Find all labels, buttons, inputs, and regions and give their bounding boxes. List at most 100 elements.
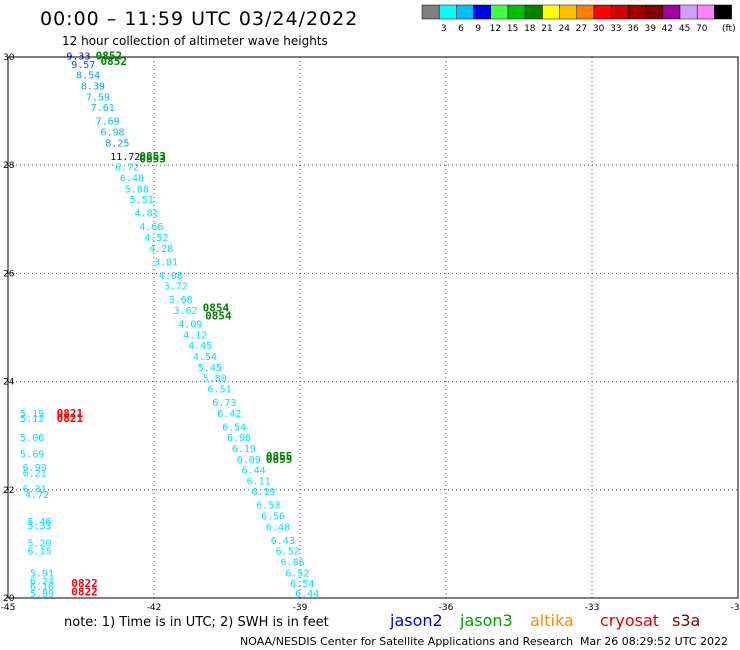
wave-height-value: 8.54 xyxy=(76,71,100,82)
timestamp-text: Mar 26 08:29:52 UTC 2022 xyxy=(580,635,728,648)
pass-time-label: 0855 xyxy=(266,453,293,466)
legend-swatch xyxy=(696,4,715,20)
legend-swatch xyxy=(559,4,578,20)
y-tick-label: 30 xyxy=(3,53,15,63)
wave-height-value: 3.68 xyxy=(169,295,193,306)
pass-time-label: 0854 xyxy=(203,301,230,314)
wave-height-value: 3.81 xyxy=(154,257,178,268)
satellite-name: jason2 xyxy=(389,611,443,630)
wave-height-value: 6.99 xyxy=(23,463,47,474)
wave-height-value: 6.21 xyxy=(23,468,47,479)
legend-swatch xyxy=(662,4,681,20)
legend-tick-label: 33 xyxy=(610,24,621,34)
satellite-name: cryosat xyxy=(600,611,659,630)
pass-time-label: 0853 xyxy=(139,152,166,165)
wave-height-value: 3.72 xyxy=(164,282,188,293)
wave-height-value: 6.73 xyxy=(212,398,236,409)
legend-swatch xyxy=(628,4,646,20)
wave-height-value: 6.98 xyxy=(227,433,251,444)
wave-height-value: 6.44 xyxy=(295,589,319,600)
satellite-name: s3a xyxy=(672,611,700,630)
y-tick-label: 22 xyxy=(3,486,14,496)
legend-swatch xyxy=(679,4,698,20)
color-legend: 3 6 9 12 15 18 21 24 27 30 33 36 39 42 45 70 (ft) xyxy=(421,4,736,34)
wave-height-value: 4.08 xyxy=(159,271,183,282)
wave-height-value: 6.15 xyxy=(27,547,51,558)
wave-height-value: 4.54 xyxy=(193,352,217,363)
wave-height-value: 6.52 xyxy=(276,547,300,558)
wave-height-value: 4.52 xyxy=(144,233,168,244)
credit-text: NOAA/NESDIS Center for Satellite Applica… xyxy=(240,635,573,648)
wave-height-value: 6.86 xyxy=(281,558,305,569)
pass-time-label: 0855 xyxy=(266,450,293,463)
axis-ticks: -45 -42 -39 -36 -33 -30 20 22 24 26 28 30 xyxy=(1,53,740,613)
pass-time-label: 0853 xyxy=(139,150,166,163)
wave-height-value: 5.69 xyxy=(20,449,44,460)
legend-tick-label: 27 xyxy=(576,24,587,34)
wave-height-value: 7.61 xyxy=(91,103,115,114)
legend-tick-label: 21 xyxy=(541,24,552,34)
legend-swatch xyxy=(524,4,543,20)
wave-height-value: 4.28 xyxy=(149,244,173,255)
legend-swatch xyxy=(421,4,440,20)
wave-height-value: 6.72 xyxy=(115,163,139,174)
wave-height-value: 6.43 xyxy=(271,536,295,547)
legend-swatch xyxy=(593,4,612,20)
legend-swatch xyxy=(473,4,492,20)
legend-swatch xyxy=(507,4,526,20)
wave-height-value: 6.56 xyxy=(261,512,285,523)
wave-height-value: 5.51 xyxy=(130,195,154,206)
wave-height-value: 9.33 xyxy=(66,52,90,63)
wave-height-value: 5.33 xyxy=(27,521,51,532)
legend-tick-label: 42 xyxy=(662,24,673,34)
wave-height-value: 6.98 xyxy=(100,127,124,138)
data-marks: 9.339.578.548.397.597.617.696.988.2511.7… xyxy=(20,50,319,600)
wave-height-value: 4.45 xyxy=(188,341,212,352)
x-tick-label: -36 xyxy=(439,603,454,613)
legend-tick-label: 39 xyxy=(644,24,656,34)
wave-height-value: 6.53 xyxy=(256,501,280,512)
wave-height-value: 6.51 xyxy=(208,384,232,395)
wave-height-value: 5.88 xyxy=(125,184,149,195)
legend-swatch xyxy=(645,4,664,20)
wave-height-value: 6.52 xyxy=(285,568,309,579)
chart-subtitle: 12 hour collection of altimeter wave hei… xyxy=(62,34,328,48)
legend-tick-label: 9 xyxy=(475,24,481,34)
legend-tick-label: 36 xyxy=(627,24,639,34)
wave-height-value: 5.91 xyxy=(30,568,54,579)
wave-height-value: 5.20 xyxy=(27,539,51,550)
wave-height-value: 6.48 xyxy=(120,173,144,184)
wave-height-value: 3.62 xyxy=(173,306,197,317)
wave-height-value: 7.69 xyxy=(96,117,120,128)
wave-height-value: 5.19 xyxy=(20,409,44,420)
legend-tick-label: 6 xyxy=(458,24,464,34)
wave-height-value: 5.80 xyxy=(203,374,227,385)
legend-tick-label: 24 xyxy=(558,24,570,34)
wave-height-value: 6.11 xyxy=(246,476,270,487)
wave-height-value: 11.72 xyxy=(110,152,140,163)
wave-height-value: 5.12 xyxy=(20,414,44,425)
wave-height-value: 5.09 xyxy=(30,589,54,600)
legend-swatch xyxy=(456,4,474,20)
x-tick-label: -45 xyxy=(1,603,16,613)
legend-swatch xyxy=(542,4,560,20)
wave-height-value: 6.48 xyxy=(266,522,290,533)
wave-height-value: 5.45 xyxy=(198,363,222,374)
legend-swatch xyxy=(714,4,732,20)
legend-swatch xyxy=(490,4,509,20)
wave-height-value: 4.09 xyxy=(178,320,202,331)
satellite-legend: jason2 jason3 altika cryosat s3a xyxy=(389,611,700,630)
pass-time-label: 0821 xyxy=(57,407,84,420)
y-tick-label: 24 xyxy=(3,378,15,388)
pass-time-label: 0821 xyxy=(57,412,84,425)
wave-height-value: 9.57 xyxy=(71,60,95,71)
legend-tick-label: 3 xyxy=(441,24,447,34)
pass-time-label: 0852 xyxy=(96,50,123,63)
note-text: note: 1) Time is in UTC; 2) SWH is in fe… xyxy=(64,615,329,630)
x-tick-label: -39 xyxy=(293,603,308,613)
wave-height-value: 4.72 xyxy=(25,490,49,501)
wave-height-value: 5.06 xyxy=(20,433,44,444)
wave-height-value: 4.66 xyxy=(139,222,163,233)
